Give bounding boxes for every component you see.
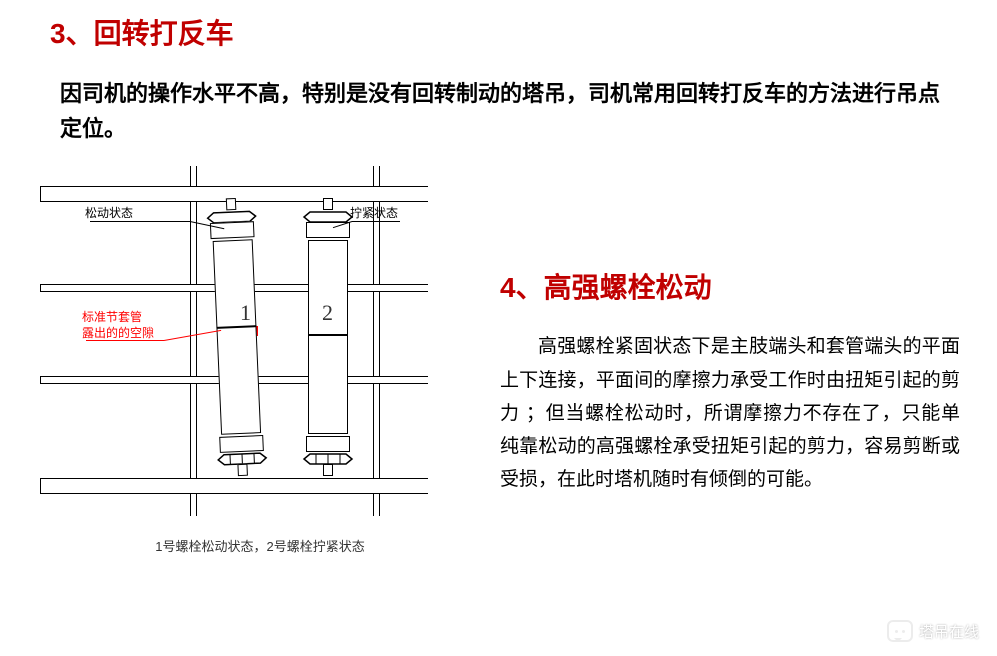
lower-beam-bottom [40,478,428,494]
bolt-1-number: 1 [240,300,251,326]
label-gap-l1: 标准节套管 [82,308,142,325]
section-4: 4、高强螺栓松动 高强螺栓紧固状态下是主肢端头和套管端头的平面上下连接，平面间的… [500,266,960,555]
wechat-icon [887,620,913,642]
bolt-1 [205,207,268,467]
bolt-diagram: 1 2 松动状态 拧紧状态 [40,166,440,516]
leader-tight [352,221,400,222]
section-3-heading: 3、回转打反车 [50,12,997,52]
label-tight-state: 拧紧状态 [350,204,398,221]
watermark-text: 塔吊在线 [919,621,979,642]
bolt-2 [302,208,354,466]
section-3-paragraph: 因司机的操作水平不高，特别是没有回转制动的塔吊，司机常用回转打反车的方法进行吊点… [60,76,947,146]
label-gap-l2: 露出的的空隙 [82,324,154,341]
lower-row: 1 2 松动状态 拧紧状态 [0,166,997,555]
diagram-wrap: 1 2 松动状态 拧紧状态 [40,166,480,555]
leader-gap-1 [86,340,164,341]
label-loose-state: 松动状态 [85,204,133,221]
section-4-paragraph: 高强螺栓紧固状态下是主肢端头和套管端头的平面上下连接，平面间的摩擦力承受工作时由… [500,330,960,496]
section-4-heading: 4、高强螺栓松动 [500,266,960,306]
diagram-caption: 1号螺栓松动状态，2号螺栓拧紧状态 [40,536,480,555]
leader-loose [90,221,190,222]
bolt-2-number: 2 [322,300,333,326]
watermark: 塔吊在线 [887,620,979,642]
